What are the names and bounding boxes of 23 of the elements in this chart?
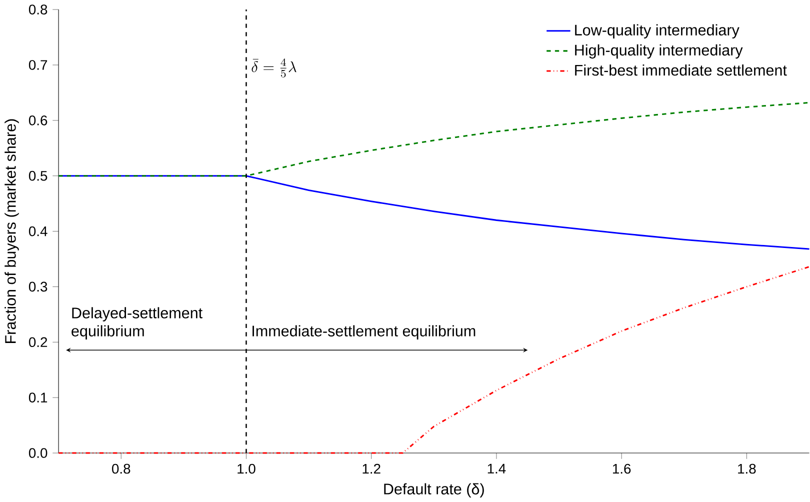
y-tick-label: 0.3 [28, 282, 48, 292]
annotation: Immediate-settlement equilibrium [252, 325, 476, 340]
x-tick-label: 1.6 [612, 464, 631, 474]
x-tick-label: 1.0 [238, 464, 256, 474]
ref-line-label: $\bar{\delta} = \frac{4}{5}\lambda$ [252, 58, 296, 78]
x-tick-label: 0.8 [112, 464, 130, 474]
y-tick-label: 0.1 [28, 392, 48, 402]
x-axis-title: Default rate (δ) [384, 483, 484, 498]
legend-label: First-best immediate settlement [575, 64, 787, 76]
y-axis-title: Fraction of buyers (market share) [4, 119, 19, 343]
y-tick-label: 0.6 [28, 115, 48, 126]
y-tick-label: 0.5 [28, 170, 48, 181]
annotation: Delayed-settlement equilibrium [72, 307, 202, 340]
x-tick-label: 1.2 [362, 464, 380, 474]
y-tick-label: 0.7 [28, 60, 48, 70]
legend-label: Low-quality intermediary [575, 24, 740, 38]
y-tick-label: 0.8 [28, 4, 48, 14]
y-tick-label: 0.2 [28, 337, 48, 348]
y-tick-label: 0.0 [28, 448, 48, 458]
x-tick-label: 1.8 [738, 464, 756, 474]
y-tick-label: 0.4 [28, 226, 48, 236]
x-tick-label: 1.4 [488, 464, 506, 474]
legend-label: High-quality intermediary [575, 44, 743, 59]
